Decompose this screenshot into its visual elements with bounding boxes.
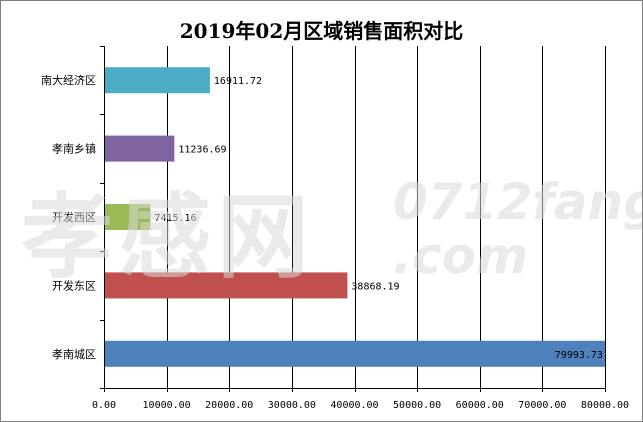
x-tick-label: 20000.00 [205, 400, 253, 411]
x-tick-label: 0.00 [92, 400, 116, 411]
bar [105, 272, 348, 299]
chart-title: 2019年02月区域销售面积对比 [179, 19, 464, 43]
x-tick-label: 60000.00 [456, 400, 504, 411]
watermark-domain: 0712fang [393, 173, 642, 231]
x-tick-label: 80000.00 [581, 400, 629, 411]
labels: 南大经济区 16911.72 孝南乡镇 11236.69 开发西区 7415.16 开发东区… [41, 73, 603, 361]
category-label: 孝南乡镇 [52, 142, 96, 156]
data-label: 16911.72 [214, 76, 262, 87]
watermark: 孝感网 0712fang.com [21, 173, 642, 291]
watermark-logo: 孝感网 [21, 184, 315, 291]
bar [105, 67, 210, 94]
category-label: 南大经济区 [41, 73, 96, 87]
x-tick-label: 40000.00 [330, 400, 378, 411]
category-label: 开发东区 [52, 278, 96, 292]
x-tick-label: 70000.00 [518, 400, 566, 411]
grid-lines [167, 46, 606, 388]
bar [105, 204, 151, 230]
x-tick-label: 30000.00 [268, 400, 316, 411]
data-label: 11236.69 [178, 145, 226, 156]
bar [105, 340, 605, 367]
data-label: 38868.19 [351, 281, 399, 292]
x-tick-label: 10000.00 [143, 400, 191, 411]
category-label: 开发西区 [52, 210, 96, 224]
axes: 0.00 10000.00 20000.00 30000.00 40000.00 5000… [92, 46, 629, 411]
bars [105, 67, 605, 367]
watermark-domain-suffix: .com [393, 227, 528, 285]
x-tick-label: 50000.00 [393, 400, 441, 411]
bar [105, 135, 175, 162]
category-label: 孝南城区 [52, 348, 96, 361]
data-label: 79993.73 [555, 350, 603, 361]
data-label: 7415.16 [154, 213, 196, 224]
